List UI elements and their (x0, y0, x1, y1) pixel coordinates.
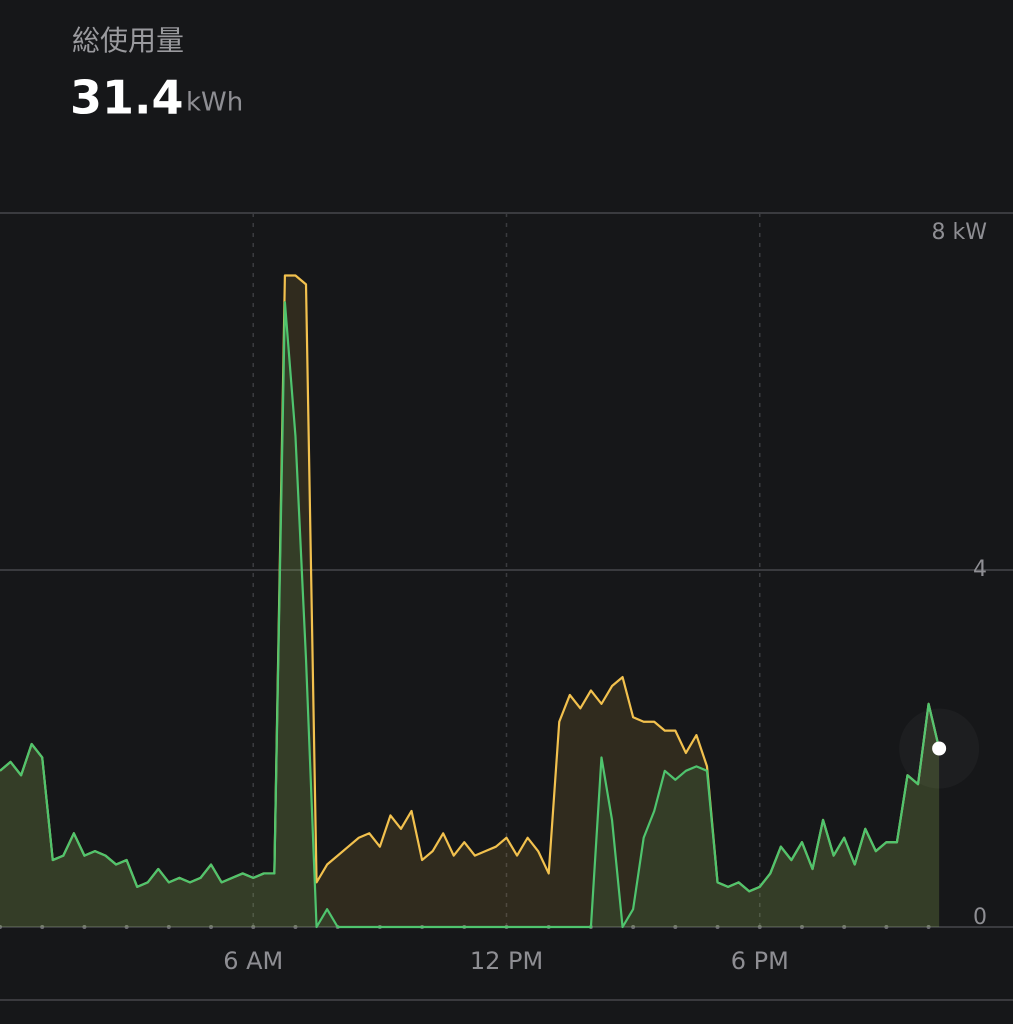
x-minor-tick (884, 925, 889, 929)
x-tick-label: 6 PM (731, 947, 789, 975)
y-tick-label: 4 (973, 557, 987, 582)
x-minor-tick (166, 925, 171, 929)
total: 31.4 (70, 71, 184, 125)
y-tick-label: 0 (973, 905, 987, 930)
x-minor-tick (757, 925, 762, 929)
line (0, 301, 941, 929)
end-dot (932, 741, 947, 756)
x-minor-tick (82, 925, 87, 929)
x-tick-label: 12 PM (470, 947, 543, 975)
title: 総使用量 (72, 24, 184, 57)
x-minor-tick (926, 925, 931, 929)
unit: kWh (186, 88, 243, 118)
x-minor-tick (0, 925, 2, 929)
area-fill (0, 275, 940, 928)
x-minor-tick (673, 925, 678, 929)
x-minor-tick (799, 925, 804, 929)
x-minor-tick (124, 925, 129, 929)
x-minor-tick (715, 925, 720, 929)
x-minor-tick (631, 925, 636, 929)
x-minor-tick (251, 925, 256, 929)
x-minor-tick (842, 925, 847, 929)
x-minor-tick (40, 925, 45, 929)
x-minor-tick (209, 925, 214, 929)
y-tick-label: 8 kW (932, 220, 988, 245)
x-tick-label: 6 AM (223, 947, 283, 975)
x-minor-tick (293, 925, 298, 929)
